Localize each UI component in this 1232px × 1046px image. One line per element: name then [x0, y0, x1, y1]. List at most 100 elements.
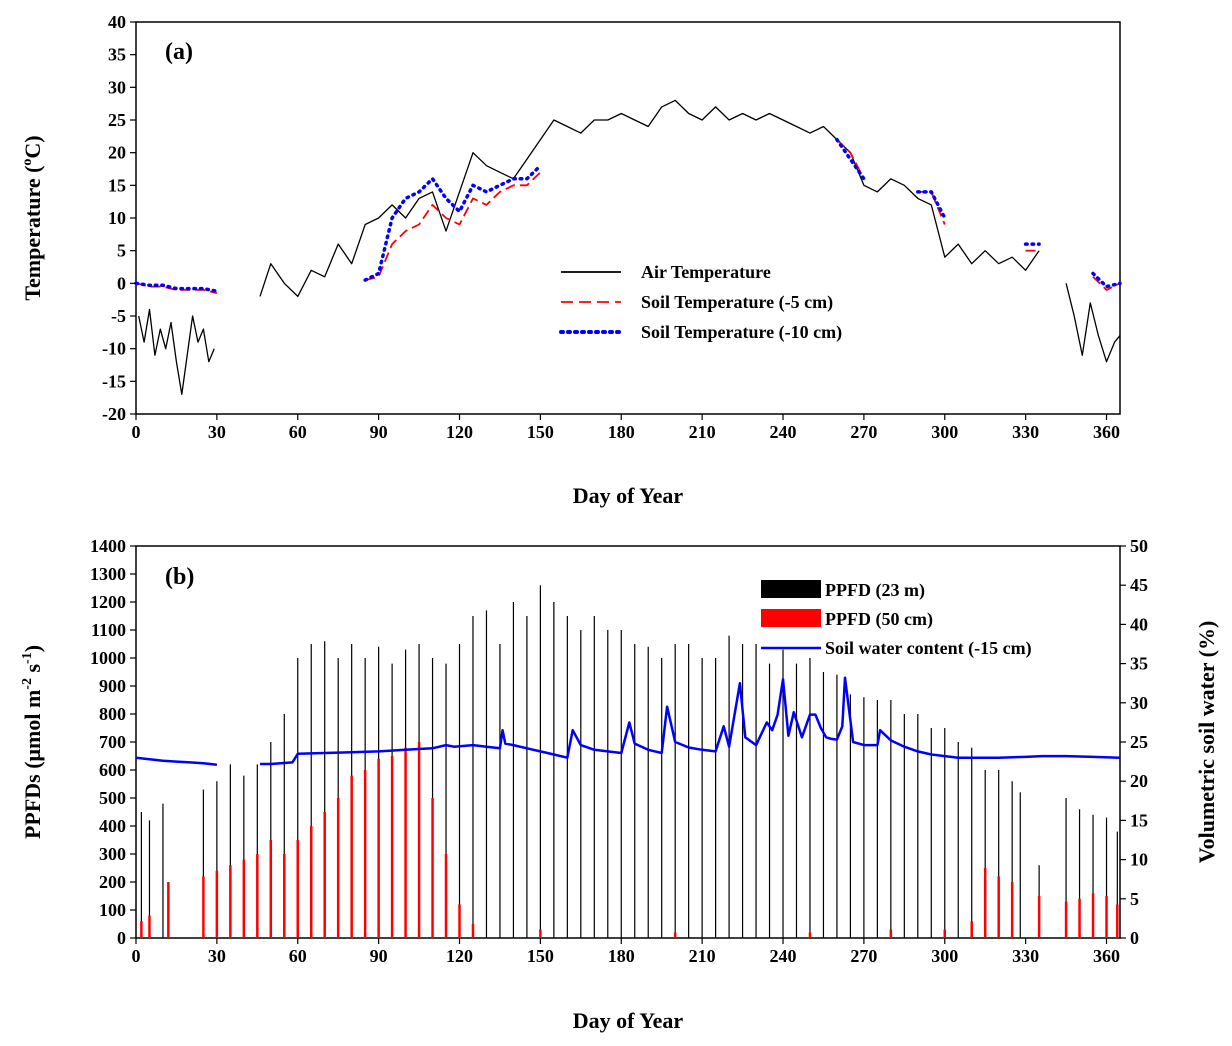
panel-a-series — [134, 99, 1122, 396]
panel-b-plot-frame — [135, 545, 1121, 939]
panel-a-x-tick-label: 90 — [370, 422, 388, 442]
panel-a-x-tick-label: 300 — [931, 422, 958, 442]
panel-b-left-y-tick-label: 200 — [99, 872, 126, 892]
panel-b-left-y-tick-label: 1400 — [90, 536, 126, 556]
panel-a-y-axis-label: Temperature (oC) — [20, 135, 45, 300]
panel-a-x-axis-label: Day of Year — [573, 483, 684, 508]
panel-a-y-tick-label: -10 — [102, 339, 126, 359]
panel-b-x-axis-label: Day of Year — [573, 1008, 684, 1033]
panel-b-legend: PPFD (23 m) PPFD (50 cm) Soil water cont… — [761, 580, 1032, 659]
panel-b-left-y-tick-label: 800 — [99, 704, 126, 724]
panel-a-y-tick-label: 30 — [108, 77, 126, 97]
panel-b-label: (b) — [165, 564, 194, 590]
panel-a-y-tick-label: 25 — [108, 110, 126, 130]
soil-temp-5cm-line — [917, 191, 946, 225]
panel-b-right-y-tick-label: 25 — [1130, 732, 1148, 752]
panel-b-right-y-tick-label: 20 — [1130, 771, 1148, 791]
panel-b-left-y-tick-label: 100 — [99, 900, 126, 920]
panel-a-y-tick-label: 10 — [108, 208, 126, 228]
panel-a-temperature: -20 -15 -10 -5 0 5 10 15 20 25 30 35 40 0 30 60 90 120 15… — [20, 12, 1122, 508]
panel-b-left-y-tick-label: 0 — [117, 928, 126, 948]
panel-a-x-tick-label: 270 — [850, 422, 877, 442]
panel-b-left-y-ticks: 0 100 200 300 400 500 600 700 800 900 1000 1100 1200… — [90, 536, 136, 948]
legend-ppfd-50cm-swatch — [761, 609, 821, 627]
panel-a-legend: Air Temperature Soil Temperature (-5 cm)… — [559, 262, 842, 343]
panel-a-x-tick-label: 30 — [208, 422, 226, 442]
soil-temp-10cm-line — [363, 163, 543, 282]
soil-temp-5cm-line — [364, 171, 542, 281]
panel-a-y-tick-label: 35 — [108, 45, 126, 65]
panel-b-x-tick-label: 150 — [527, 946, 554, 966]
panel-b-right-y-tick-label: 10 — [1130, 850, 1148, 870]
soil-temp-10cm-line — [134, 281, 219, 293]
panel-a-plot-frame — [135, 21, 1121, 415]
panel-b-y-label-mid: mol m — [20, 690, 45, 749]
panel-b-right-y-tick-label: 0 — [1130, 928, 1139, 948]
legend-soil-temp-5cm-label: Soil Temperature (-5 cm) — [641, 292, 833, 313]
panel-a-y-label-main: Temperature ( — [20, 166, 45, 301]
legend-soil-water-label: Soil water content (-15 cm) — [825, 638, 1032, 659]
panel-a-y-label-sup: o — [20, 159, 35, 166]
panel-b-ppfd-50cm-bars — [140, 742, 1119, 938]
panel-a-x-tick-label: 240 — [770, 422, 797, 442]
panel-b-x-tick-label: 60 — [289, 946, 307, 966]
panel-b-right-y-tick-label: 15 — [1130, 810, 1148, 830]
panel-b-right-y-tick-label: 50 — [1130, 536, 1148, 556]
legend-ppfd-23m-swatch — [761, 580, 821, 598]
panel-b-x-ticks: 0 30 60 90 120 150 180 210 240 270 300 330 360 — [132, 938, 1120, 966]
panel-b-right-y-tick-label: 40 — [1130, 614, 1148, 634]
panel-b-x-tick-label: 180 — [608, 946, 635, 966]
panel-b-soil-water-line — [135, 676, 1121, 766]
panel-b-y-label-sup1: -2 — [20, 678, 35, 690]
soil-temp-10cm-line — [916, 190, 947, 220]
panel-a-x-tick-label: 360 — [1093, 422, 1120, 442]
panel-a-x-tick-label: 180 — [608, 422, 635, 442]
legend-air-temperature-label: Air Temperature — [641, 262, 771, 282]
panel-b-x-tick-label: 30 — [208, 946, 226, 966]
panel-b-left-y-axis-label: PPFDs (μmol m-2 s-1) — [20, 645, 45, 839]
panel-b-left-y-tick-label: 500 — [99, 788, 126, 808]
panel-b-left-y-tick-label: 1100 — [91, 620, 126, 640]
panel-a-y-tick-label: -15 — [102, 371, 126, 391]
panel-b-left-y-tick-label: 400 — [99, 816, 126, 836]
panel-b-x-tick-label: 330 — [1012, 946, 1039, 966]
panel-b-left-y-tick-label: 1300 — [90, 564, 126, 584]
panel-b-right-y-axis-label: Volumetric soil water (%) — [1194, 621, 1219, 864]
panel-b-y-label-s: s — [20, 664, 45, 679]
panel-a-y-tick-label: 40 — [108, 12, 126, 32]
air-temperature-line — [259, 99, 1040, 298]
soil-temp-10cm-line — [835, 137, 866, 181]
panel-a-y-tick-label: 20 — [108, 143, 126, 163]
panel-a-y-tick-label: 0 — [117, 273, 126, 293]
panel-b-left-y-tick-label: 900 — [99, 676, 126, 696]
panel-b-left-y-tick-label: 1000 — [90, 648, 126, 668]
panel-a-y-label-end: C) — [20, 135, 45, 158]
panel-b-right-y-ticks: 0 5 10 15 20 25 30 35 40 45 50 — [1120, 536, 1148, 948]
panel-a-x-ticks: 0 30 60 90 120 150 180 210 240 270 300 330 360 — [132, 414, 1120, 442]
panel-b-x-tick-label: 0 — [132, 946, 141, 966]
panel-b-x-tick-label: 300 — [931, 946, 958, 966]
panel-b-y-label-mu: μ — [20, 748, 45, 761]
legend-ppfd-50cm-label: PPFD (50 cm) — [825, 609, 933, 630]
panel-b-x-tick-label: 240 — [770, 946, 797, 966]
panel-a-y-tick-label: 5 — [117, 241, 126, 261]
soil-water-content-line — [135, 756, 218, 766]
panel-b-left-y-tick-label: 700 — [99, 732, 126, 752]
legend-soil-temp-10cm-label: Soil Temperature (-10 cm) — [641, 322, 842, 343]
panel-a-y-ticks: -20 -15 -10 -5 0 5 10 15 20 25 30 35 40 — [102, 12, 136, 424]
panel-b-left-y-tick-label: 300 — [99, 844, 126, 864]
air-temperature-line — [138, 308, 215, 396]
panel-a-x-tick-label: 330 — [1012, 422, 1039, 442]
soil-water-content-line — [260, 676, 1121, 766]
panel-b-x-tick-label: 270 — [850, 946, 877, 966]
panel-a-x-tick-label: 150 — [527, 422, 554, 442]
panel-a-x-tick-label: 0 — [132, 422, 141, 442]
panel-b-left-y-tick-label: 600 — [99, 760, 126, 780]
panel-b-ppfd: 0100200300400500600700800900100011001200… — [20, 536, 1219, 1033]
panel-a-x-tick-label: 120 — [446, 422, 473, 442]
panel-b-left-y-tick-label: 1200 — [90, 592, 126, 612]
panel-a-y-tick-label: -20 — [102, 404, 126, 424]
panel-b-y-label-end: ) — [20, 645, 45, 652]
panel-b-right-y-tick-label: 5 — [1130, 889, 1139, 909]
